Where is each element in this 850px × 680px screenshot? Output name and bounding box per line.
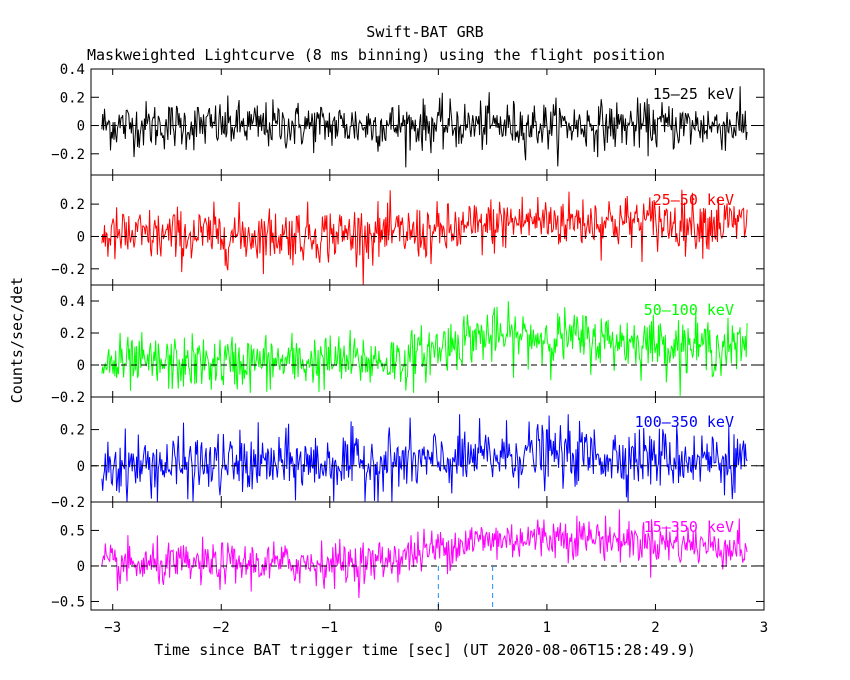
- series-line-5: [101, 509, 748, 599]
- band-label-2: 25–50 keV: [653, 191, 734, 209]
- panel-4: −0.2 0 0.2 100–350 keV: [51, 396, 765, 511]
- y-tick-label: 0.4: [60, 294, 85, 310]
- panel-2: −0.2 0 0.2 25–50 keV: [51, 174, 765, 286]
- band-label-3: 50–100 keV: [644, 301, 734, 319]
- y-tick-label: 0.2: [60, 326, 85, 342]
- series-line-2: [101, 189, 748, 286]
- y-tick-label: −0.2: [51, 147, 85, 163]
- chart-title: Swift-BAT GRB: [366, 23, 483, 41]
- y-tick-label: 0.2: [60, 423, 85, 439]
- y-tick-label: 0: [77, 119, 85, 135]
- y-tick-label: −0.5: [51, 594, 85, 610]
- y-tick-label: 0.4: [60, 62, 85, 78]
- x-axis-label: Time since BAT trigger time [sec] (UT 20…: [154, 641, 696, 659]
- x-tick-label: −3: [104, 620, 121, 636]
- x-tick-label: −2: [213, 620, 230, 636]
- x-tick-label: 2: [651, 620, 659, 636]
- x-tick-label: 0: [434, 620, 442, 636]
- chart-subtitle: Maskweighted Lightcurve (8 ms binning) u…: [87, 46, 665, 64]
- series-line-1: [101, 86, 748, 168]
- y-tick-label: 0.2: [60, 90, 85, 106]
- band-label-4: 100–350 keV: [635, 413, 734, 431]
- y-tick-label: −0.2: [51, 495, 85, 511]
- y-tick-label: 0.2: [60, 197, 85, 213]
- y-tick-label: 0: [77, 358, 85, 374]
- x-tick-label: 1: [543, 620, 551, 636]
- y-tick-label: −0.2: [51, 262, 85, 278]
- y-tick-label: 0.5: [60, 523, 85, 539]
- y-axis-label: Counts/sec/det: [8, 277, 26, 403]
- y-tick-label: 0: [77, 459, 85, 475]
- y-tick-label: 0: [77, 559, 85, 575]
- panel-frame-5: [90, 501, 765, 611]
- panel-1: −0.2 0 0.2 0.4 15–25 keV: [51, 62, 765, 176]
- panel-group: −0.200.20.415–25 keV−0.200.2 25–50 keV−0.…: [51, 62, 768, 636]
- series-line-3: [101, 301, 748, 396]
- y-tick-label: 0: [77, 229, 85, 245]
- panel-5: −0.5 0 0.5 15–350 keV: [51, 501, 765, 611]
- panel-3: −0.2 0 0.2 0.4 50–100 keV: [51, 284, 765, 406]
- series-line-4: [101, 414, 748, 503]
- band-label-1: 15–25 keV: [653, 85, 734, 103]
- x-tick-label: −1: [321, 620, 338, 636]
- y-tick-label: −0.2: [51, 390, 85, 406]
- x-tick-label: 3: [760, 620, 768, 636]
- band-label-5: 15–350 keV: [644, 518, 734, 536]
